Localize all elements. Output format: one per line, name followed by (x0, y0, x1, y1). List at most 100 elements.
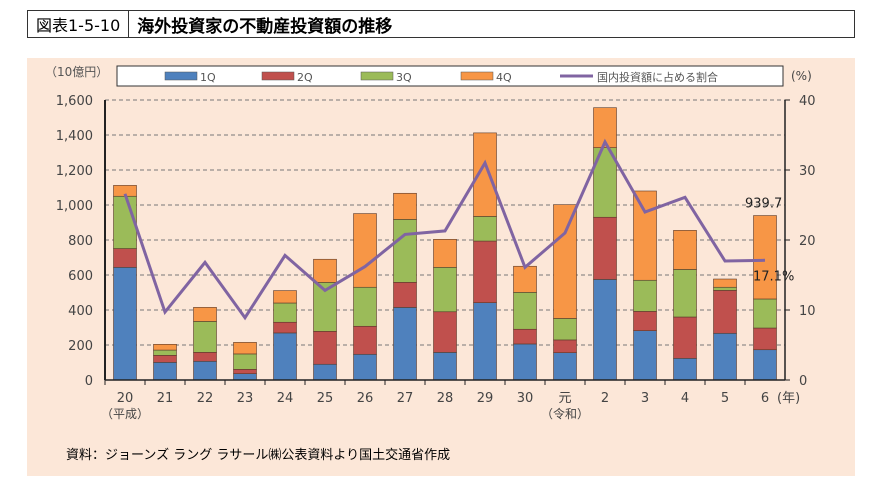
legend-box (116, 65, 784, 87)
bar-1q-28 (433, 352, 457, 381)
bar-2q-元 (553, 339, 577, 353)
bar-2q-6 (753, 327, 777, 351)
x-unit-label: (年) (777, 391, 800, 406)
y-tick-left: 0 (85, 374, 93, 389)
x-tick-label: 29 (477, 391, 494, 406)
x-tick-label: 25 (317, 391, 334, 406)
bar-1q-元 (553, 352, 577, 381)
bar-2q-26 (353, 325, 377, 355)
x-tick-label: 2 (601, 391, 609, 406)
bar-4q-23 (233, 342, 257, 355)
bar-4q-28 (433, 239, 457, 268)
bar-1q-21 (153, 362, 177, 381)
bar-2q-2 (593, 216, 617, 280)
bar-3q-6 (753, 298, 777, 329)
bar-2q-24 (273, 321, 297, 334)
bar-3q-20 (113, 195, 137, 249)
bar-1q-22 (193, 360, 217, 381)
y-tick-left: 600 (68, 269, 93, 284)
bar-3q-30 (513, 292, 537, 330)
y-tick-left: 1,000 (56, 199, 93, 214)
chart: 0 200 400 600 800 1,000 1,200 1,400 1,600 0 10 20 30… (45, 65, 816, 421)
y-tick-left: 200 (68, 339, 93, 354)
bar-2q-3 (633, 311, 657, 331)
bar-4q-3 (633, 190, 657, 281)
figure-title-box: 図表1-5-10 海外投資家の不動産投資額の推移 (27, 10, 855, 38)
bar-1q-24 (273, 332, 297, 381)
x-tick-label: 22 (197, 391, 214, 406)
figure-title: 海外投資家の不動産投資額の推移 (137, 16, 393, 37)
bar-1q-6 (753, 349, 777, 381)
x-tick-label: 21 (157, 391, 174, 406)
bar-2q-28 (433, 311, 457, 353)
bar-1q-30 (513, 343, 537, 381)
bar-1q-29 (473, 302, 497, 381)
bar-3q-4 (673, 269, 697, 318)
bar-3q-21 (153, 349, 177, 356)
bar-2q-25 (313, 331, 337, 365)
bar-1q-25 (313, 363, 337, 381)
bar-4q-5 (713, 278, 737, 288)
bar-3q-24 (273, 302, 297, 323)
bar-4q-25 (313, 258, 337, 283)
y-tick-left: 1,400 (56, 129, 93, 144)
x-tick-label: 6 (761, 391, 769, 406)
bar-3q-27 (393, 219, 417, 283)
legend-label-3q: 3Q (396, 71, 412, 84)
bar-2q-22 (193, 352, 217, 362)
y-axis-label-left: （10億円） (45, 65, 108, 79)
bar-4q-21 (153, 343, 177, 351)
bar-3q-23 (233, 353, 257, 370)
bar-4q-22 (193, 307, 217, 322)
bar-3q-22 (193, 321, 217, 353)
bar-3q-28 (433, 267, 457, 313)
bar-4q-6 (753, 215, 777, 300)
legend-swatch-1q (164, 71, 198, 81)
bar-3q-29 (473, 216, 497, 242)
legend-label-2q: 2Q (297, 71, 313, 84)
chart-panel: 0 200 400 600 800 1,000 1,200 1,400 1,600 0 10 20 30… (27, 58, 855, 476)
bar-2q-29 (473, 240, 497, 303)
legend-label-4q: 4Q (496, 71, 512, 84)
bar-2q-23 (233, 369, 257, 375)
bar-1q-27 (393, 307, 417, 381)
source-note: 資料：ジョーンズ ラング ラサール㈱公表資料より国土交通省作成 (66, 448, 451, 463)
total-annotation: 939.7 (745, 197, 782, 212)
y-tick-right: 0 (799, 374, 807, 389)
bar-2q-4 (673, 316, 697, 359)
bar-2q-21 (153, 355, 177, 363)
bar-1q-20 (113, 267, 137, 381)
x-tick-label: 26 (357, 391, 374, 406)
y-axis-label-right: (%) (791, 69, 812, 83)
figure-number: 図表1-5-10 (28, 11, 130, 37)
bar-1q-4 (673, 357, 697, 381)
legend-swatch-2q (261, 71, 295, 81)
y-tick-right: 10 (799, 304, 816, 319)
bar-4q-27 (393, 192, 417, 220)
bar-4q-4 (673, 230, 697, 270)
bar-1q-26 (353, 353, 377, 381)
share-annotation: 17.1% (753, 269, 794, 284)
x-tick-label: 27 (397, 391, 414, 406)
legend-label-1q: 1Q (200, 71, 216, 84)
x-tick-label: 3 (641, 391, 649, 406)
x-tick-label: 5 (721, 391, 729, 406)
era-label: （平成） (101, 407, 149, 421)
x-tick-label: 28 (437, 391, 454, 406)
x-tick-label: 4 (681, 391, 689, 406)
bar-2q-27 (393, 282, 417, 308)
era-label: （令和） (541, 406, 589, 421)
bar-1q-5 (713, 332, 737, 381)
bar-4q-元 (553, 204, 577, 319)
bar-4q-24 (273, 290, 297, 304)
legend-swatch-4q (460, 71, 494, 81)
y-tick-right: 20 (799, 234, 816, 249)
x-tick-label: 元 (558, 391, 571, 406)
y-tick-right: 30 (799, 164, 816, 179)
x-tick-label: 20 (117, 391, 134, 406)
bar-3q-26 (353, 286, 377, 327)
bar-4q-30 (513, 265, 537, 293)
bar-1q-3 (633, 330, 657, 381)
y-tick-left: 1,200 (56, 164, 93, 179)
x-tick-label: 30 (517, 391, 534, 406)
